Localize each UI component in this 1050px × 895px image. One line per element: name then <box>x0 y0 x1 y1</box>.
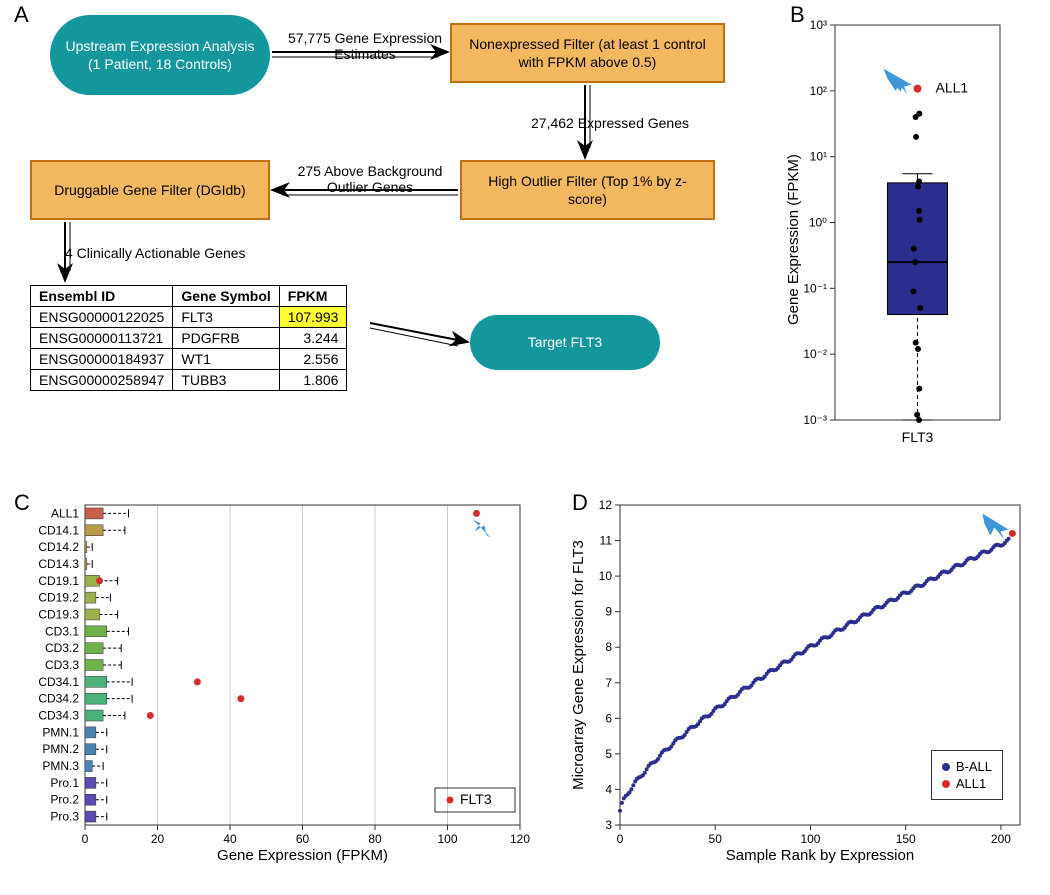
panel-d-legend: B-ALL ALL1 <box>931 750 1003 800</box>
table-row: ENSG00000113721PDGFRB3.244 <box>31 328 347 349</box>
svg-text:CD19.1: CD19.1 <box>38 574 79 588</box>
svg-text:5: 5 <box>605 747 612 761</box>
svg-text:ALL1: ALL1 <box>936 80 969 96</box>
svg-text:CD14.3: CD14.3 <box>38 557 79 571</box>
svg-text:Pro.1: Pro.1 <box>50 776 79 790</box>
svg-text:3: 3 <box>605 818 612 832</box>
svg-text:CD3.1: CD3.1 <box>45 624 79 638</box>
svg-text:60: 60 <box>296 832 310 846</box>
svg-text:10⁰: 10⁰ <box>809 216 827 230</box>
svg-text:ALL1: ALL1 <box>51 506 79 520</box>
svg-text:11: 11 <box>600 534 613 548</box>
panel-d-scatter: 0 50 100 150 200 3 4 5 6 7 8 9 10 11 12 Sample Rank by … <box>565 490 1035 870</box>
svg-text:10⁻¹: 10⁻¹ <box>803 281 827 295</box>
cell-fpkm: 1.806 <box>279 370 347 391</box>
panel-c-svg: 0 20 40 60 80 100 120 ALL1 CD14.1 CD14.2 CD14.3 CD1… <box>20 490 540 870</box>
cell-ensembl: ENSG00000122025 <box>31 307 173 328</box>
svg-text:100: 100 <box>437 832 457 846</box>
svg-text:6: 6 <box>605 711 612 725</box>
svg-text:7: 7 <box>605 676 612 690</box>
cell-symbol: FLT3 <box>173 307 279 328</box>
svg-text:10⁻²: 10⁻² <box>803 347 827 361</box>
svg-text:CD14.1: CD14.1 <box>38 523 79 537</box>
th-ensembl: Ensembl ID <box>31 286 173 307</box>
panel-a-flowchart: Upstream Expression Analysis (1 Patient,… <box>20 5 760 455</box>
svg-text:150: 150 <box>896 832 916 846</box>
cell-symbol: WT1 <box>173 349 279 370</box>
svg-text:50: 50 <box>709 832 723 846</box>
svg-text:CD3.2: CD3.2 <box>45 641 79 655</box>
svg-text:CD34.3: CD34.3 <box>38 709 79 723</box>
svg-text:CD34.2: CD34.2 <box>38 692 79 706</box>
svg-text:CD34.1: CD34.1 <box>38 675 79 689</box>
legend-label-ball: B-ALL <box>956 759 992 774</box>
cell-ensembl: ENSG00000184937 <box>31 349 173 370</box>
svg-text:12: 12 <box>599 498 613 512</box>
svg-text:Sample Rank by Expression: Sample Rank by Expression <box>726 847 914 864</box>
table-row: ENSG00000258947TUBB31.806 <box>31 370 347 391</box>
svg-text:4: 4 <box>605 782 612 796</box>
cell-fpkm: 3.244 <box>279 328 347 349</box>
th-fpkm: FPKM <box>279 286 347 307</box>
panel-b-ylabel: Gene Expression (FPKM) <box>785 154 802 325</box>
cell-fpkm: 107.993 <box>279 307 347 328</box>
svg-text:20: 20 <box>151 832 165 846</box>
svg-text:100: 100 <box>800 832 820 846</box>
svg-text:10: 10 <box>599 569 613 583</box>
panel-b-svg: 10⁻³ 10⁻² 10⁻¹ 10⁰ 10¹ 10² 10³ ALL1 FLT3 <box>780 5 1040 450</box>
svg-text:CD19.3: CD19.3 <box>38 607 79 621</box>
table-row: ENSG00000122025FLT3107.993 <box>31 307 347 328</box>
svg-text:10²: 10² <box>810 84 827 98</box>
cell-symbol: PDGFRB <box>173 328 279 349</box>
svg-text:120: 120 <box>510 832 530 846</box>
svg-text:FLT3: FLT3 <box>460 791 492 807</box>
legend-row-ball: B-ALL <box>942 759 992 774</box>
svg-text:10⁻³: 10⁻³ <box>803 413 827 427</box>
table-row: ENSG00000184937WT12.556 <box>31 349 347 370</box>
svg-text:Pro.3: Pro.3 <box>50 810 79 824</box>
svg-text:40: 40 <box>223 832 237 846</box>
svg-text:PMN.3: PMN.3 <box>42 759 79 773</box>
cell-ensembl: ENSG00000258947 <box>31 370 173 391</box>
panel-d-svg: 0 50 100 150 200 3 4 5 6 7 8 9 10 11 12 Sample Rank by … <box>565 490 1035 870</box>
svg-text:10¹: 10¹ <box>810 150 827 164</box>
svg-text:10³: 10³ <box>810 18 827 32</box>
svg-text:80: 80 <box>368 832 382 846</box>
svg-text:CD19.2: CD19.2 <box>38 591 79 605</box>
gene-table: Ensembl ID Gene Symbol FPKM ENSG00000122… <box>30 285 347 391</box>
svg-text:200: 200 <box>991 832 1011 846</box>
svg-text:Gene Expression (FPKM): Gene Expression (FPKM) <box>217 847 388 864</box>
svg-text:0: 0 <box>617 832 624 846</box>
svg-text:Pro.2: Pro.2 <box>50 793 79 807</box>
legend-dot-all1 <box>942 780 950 788</box>
svg-text:0: 0 <box>82 832 89 846</box>
panel-c-barchart: 0 20 40 60 80 100 120 ALL1 CD14.1 CD14.2 CD14.3 CD1… <box>20 490 540 870</box>
cell-fpkm: 2.556 <box>279 349 347 370</box>
svg-text:CD3.3: CD3.3 <box>45 658 79 672</box>
svg-text:Microarray Gene Expression for: Microarray Gene Expression for FLT3 <box>570 540 587 790</box>
panel-b-boxplot: Gene Expression (FPKM) 10⁻³10⁻²10⁻¹10⁰10… <box>780 5 1040 455</box>
svg-text:FLT3: FLT3 <box>902 429 934 445</box>
svg-text:9: 9 <box>605 605 612 619</box>
svg-text:CD14.2: CD14.2 <box>38 540 79 554</box>
th-symbol: Gene Symbol <box>173 286 279 307</box>
legend-label-all1: ALL1 <box>956 776 986 791</box>
legend-row-all1: ALL1 <box>942 776 992 791</box>
cell-ensembl: ENSG00000113721 <box>31 328 173 349</box>
svg-text:8: 8 <box>605 640 612 654</box>
svg-text:PMN.1: PMN.1 <box>42 725 79 739</box>
svg-text:PMN.2: PMN.2 <box>42 742 79 756</box>
legend-dot-ball <box>942 763 950 771</box>
cell-symbol: TUBB3 <box>173 370 279 391</box>
